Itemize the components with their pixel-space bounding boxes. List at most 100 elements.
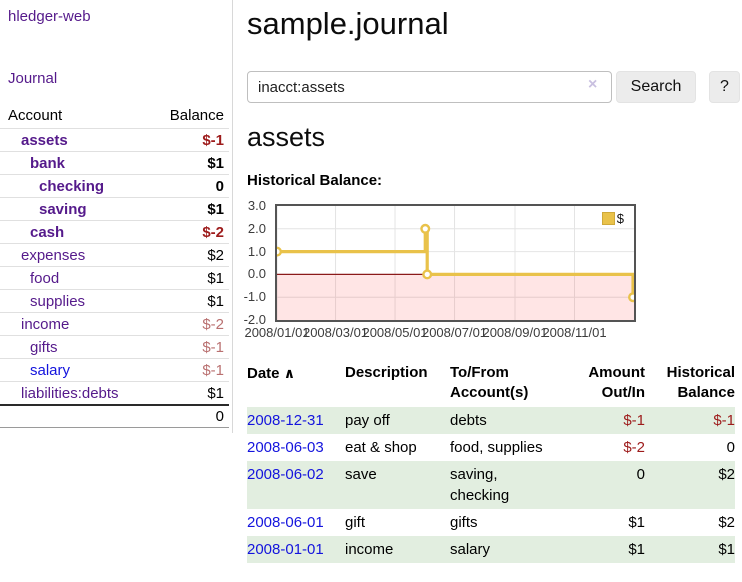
sidebar-account-income[interactable]: income (21, 315, 70, 333)
amount-column-header: Amount Out/In (588, 364, 645, 401)
transaction-balance: $-1 (645, 407, 735, 434)
accounts-total-value: 0 (215, 408, 224, 425)
sidebar-account-saving[interactable]: saving (39, 200, 87, 218)
sidebar: hledger-web Journal Account Balance asse… (0, 0, 233, 433)
transaction-date-link[interactable]: 2008-12-31 (247, 412, 324, 429)
chart-y-axis: 3.0 2.0 1.0 0.0 -1.0 -2.0 (234, 198, 271, 327)
account-row: income $-2 (0, 312, 229, 335)
transaction-accounts: gifts (450, 514, 478, 531)
sidebar-account-bank[interactable]: bank (30, 154, 66, 172)
sort-ascending-icon: ∧ (283, 365, 296, 381)
transaction-accounts: salary (450, 536, 565, 563)
account-row: saving $1 (0, 197, 229, 220)
x-tick-label: 2008/05/01 (362, 325, 428, 340)
y-tick-label: 1.0 (247, 243, 266, 259)
account-balance: $-2 (202, 223, 224, 241)
transaction-row: 2008-01-01 income salary $1 $1 (247, 536, 735, 563)
transaction-balance: $1 (645, 536, 735, 563)
account-balance: $-1 (202, 338, 224, 356)
sidebar-item-journal[interactable]: Journal (8, 70, 58, 87)
x-tick-label: 2008/01/01 (244, 325, 310, 340)
sidebar-account-gifts[interactable]: gifts (30, 338, 58, 356)
sidebar-account-salary[interactable]: salary (30, 361, 71, 379)
account-balance: $1 (207, 384, 224, 402)
account-row: cash $-2 (0, 220, 229, 243)
account-row: checking 0 (0, 174, 229, 197)
transaction-amount: $1 (628, 514, 645, 531)
chart-x-axis: 2008/01/01 2008/03/01 2008/05/01 2008/07/01… (244, 325, 638, 341)
sidebar-account-cash[interactable]: cash (30, 223, 65, 241)
sidebar-account-food[interactable]: food (30, 269, 60, 287)
page-title: sample.journal (247, 6, 449, 41)
transaction-row: 2008-06-03 eat & shop food, supplies $-2… (247, 434, 735, 461)
sidebar-account-liabilities-debts[interactable]: liabilities:debts (21, 384, 119, 402)
y-tick-label: -1.0 (243, 289, 266, 305)
account-row: gifts $-1 (0, 335, 229, 358)
account-balance: $-2 (202, 315, 224, 333)
transaction-description: gift (345, 514, 366, 531)
transaction-description: pay off (345, 407, 450, 434)
account-balance: 0 (215, 177, 224, 195)
x-tick-label: 2008/03/01 (302, 325, 369, 340)
transaction-accounts: saving, checking (450, 461, 565, 509)
account-balance: $1 (207, 292, 224, 310)
transaction-description: save (345, 461, 450, 509)
account-balance: $1 (207, 269, 224, 287)
transaction-date-link[interactable]: 2008-06-02 (247, 466, 324, 483)
balance-column-header: Historical Balance (666, 364, 735, 401)
legend-swatch-icon (601, 212, 615, 225)
transactions-header-row: Date ∧ Description To/From Account(s) Am… (247, 361, 735, 407)
transaction-amount: 0 (565, 461, 645, 509)
transaction-row: 2008-06-02 save saving, checking 0 $2 (247, 461, 735, 509)
brand-link[interactable]: hledger-web (8, 8, 91, 25)
transaction-amount: $1 (565, 536, 645, 563)
balance-chart: $ (275, 204, 636, 322)
account-balance: $-1 (202, 131, 224, 149)
description-column-header: Description (345, 364, 428, 381)
transaction-description: eat & shop (345, 439, 417, 456)
account-row: supplies $1 (0, 289, 229, 312)
search-input[interactable] (247, 71, 612, 103)
account-row: assets $-1 (0, 128, 229, 151)
accounts-table: Account Balance assets $-1 bank $1 check… (0, 102, 229, 428)
help-button[interactable]: ? (709, 71, 740, 103)
sidebar-account-checking[interactable]: checking (39, 177, 105, 195)
search-button[interactable]: Search (616, 71, 696, 103)
clear-search-icon[interactable]: × (588, 76, 598, 93)
transaction-date-link[interactable]: 2008-06-01 (247, 514, 324, 531)
accounts-total-row: 0 (0, 404, 229, 428)
account-balance: $1 (207, 154, 224, 172)
account-row: expenses $2 (0, 243, 229, 266)
transaction-description: income (345, 536, 450, 563)
transaction-row: 2008-12-31 pay off debts $-1 $-1 (247, 407, 735, 434)
accounts-column-header: To/From Account(s) (450, 364, 529, 401)
accounts-table-header: Account Balance (0, 102, 229, 128)
chart-title: Historical Balance: (247, 172, 383, 189)
account-balance: $1 (207, 200, 224, 218)
account-row: liabilities:debts $1 (0, 381, 229, 404)
transaction-amount: $-2 (623, 439, 645, 456)
transaction-balance: $2 (718, 514, 735, 531)
account-row: salary $-1 (0, 358, 229, 381)
transaction-date-link[interactable]: 2008-06-03 (247, 439, 324, 456)
account-row: food $1 (0, 266, 229, 289)
sidebar-account-assets[interactable]: assets (21, 131, 68, 149)
transactions-table: Date ∧ Description To/From Account(s) Am… (247, 361, 735, 563)
chart-legend: $ (600, 210, 625, 227)
sidebar-account-supplies[interactable]: supplies (30, 292, 86, 310)
account-column-header: Account (8, 106, 63, 124)
account-row: bank $1 (0, 151, 229, 174)
balance-column-header: Balance (169, 106, 224, 124)
date-header-label: Date (247, 365, 280, 382)
transaction-accounts: food, supplies (450, 439, 543, 456)
sidebar-account-expenses[interactable]: expenses (21, 246, 86, 264)
date-column-header[interactable]: Date ∧ (247, 361, 345, 407)
y-tick-label: 0.0 (247, 266, 266, 282)
y-tick-label: 3.0 (247, 198, 266, 213)
y-tick-label: 2.0 (247, 220, 266, 236)
y-tick-label: -2.0 (243, 312, 266, 327)
account-heading: assets (247, 122, 326, 152)
transaction-date-link[interactable]: 2008-01-01 (247, 541, 324, 558)
transaction-balance: 0 (726, 439, 735, 456)
